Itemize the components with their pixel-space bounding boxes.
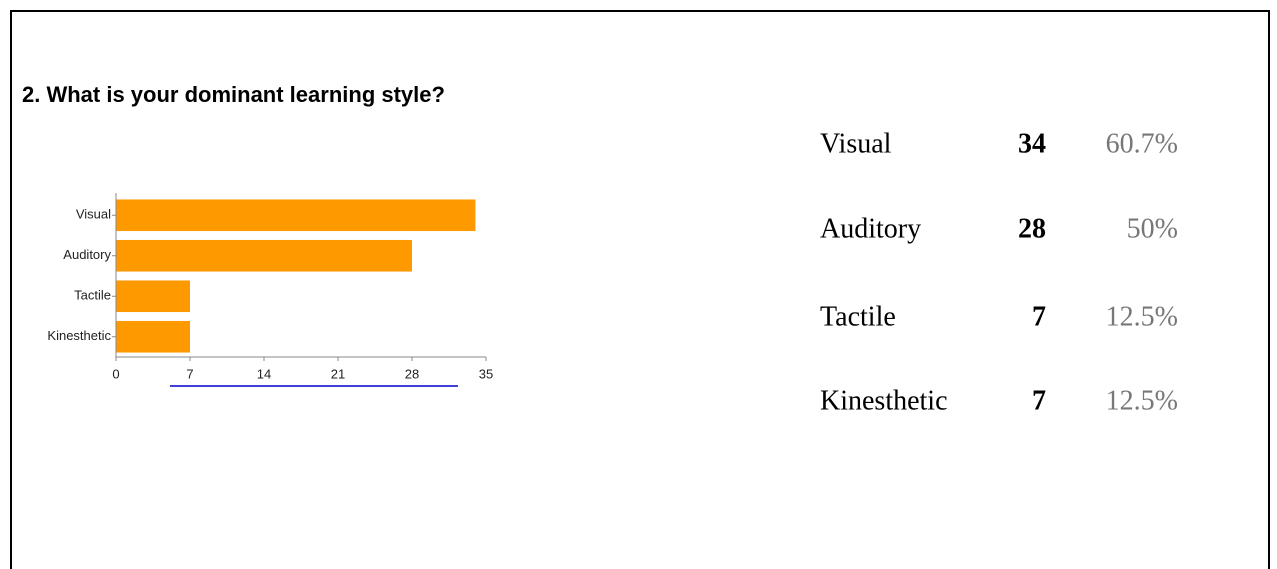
x-tick-label: 35 [479, 366, 493, 381]
bar [116, 280, 190, 313]
x-tick-label: 28 [405, 366, 419, 381]
row-count: 7 [1032, 385, 1046, 416]
y-tick-label: Tactile [74, 288, 111, 303]
row-percent: 12.5% [1106, 301, 1178, 332]
bar [116, 199, 476, 232]
row-label: Kinesthetic [820, 385, 948, 416]
row-count: 28 [1018, 213, 1046, 244]
y-tick-label: Kinesthetic [47, 328, 111, 343]
y-tick-label: Visual [76, 207, 111, 222]
x-tick-label: 7 [186, 366, 193, 381]
row-percent: 50% [1127, 213, 1178, 244]
x-tick-label: 0 [112, 366, 119, 381]
row-label: Tactile [820, 301, 896, 332]
bar [116, 320, 190, 353]
row-count: 34 [1018, 128, 1046, 159]
y-tick-label: Auditory [63, 247, 111, 262]
row-label: Auditory [820, 213, 921, 244]
row-percent: 60.7% [1106, 128, 1178, 159]
x-tick-label: 21 [331, 366, 345, 381]
x-tick-label: 14 [257, 366, 271, 381]
row-count: 7 [1032, 301, 1046, 332]
row-percent: 12.5% [1106, 385, 1178, 416]
row-label: Visual [820, 128, 892, 159]
bar [116, 239, 412, 272]
question-title: 2. What is your dominant learning style? [22, 82, 445, 107]
